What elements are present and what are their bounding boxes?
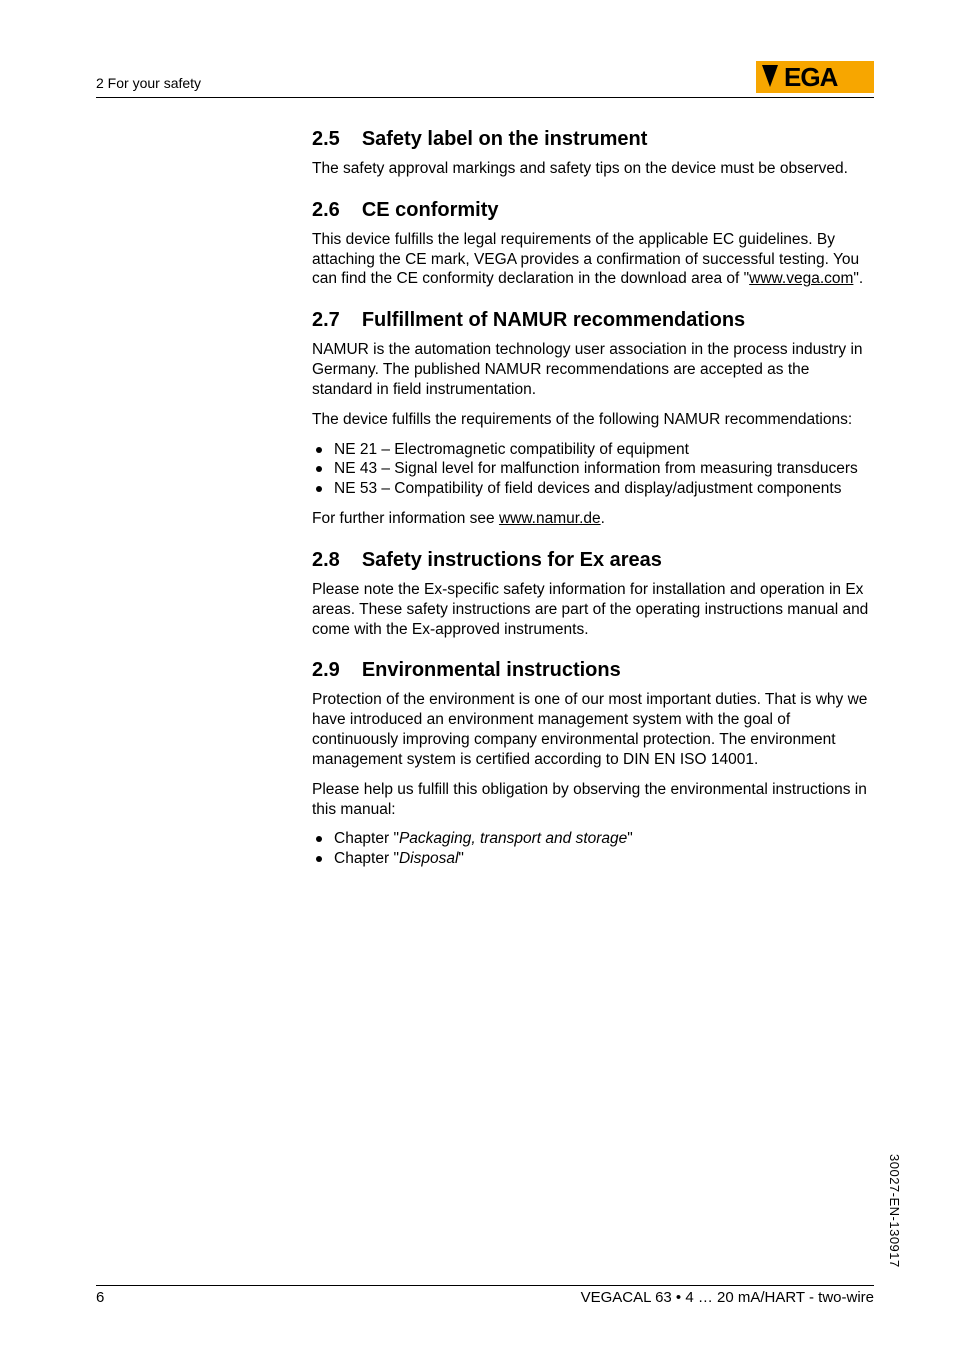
heading-num: 2.5 (312, 128, 340, 151)
heading-2-8: 2.8 Safety instructions for Ex areas (312, 549, 874, 572)
heading-title: CE conformity (362, 199, 499, 221)
list-item: Chapter "Disposal" (312, 849, 874, 869)
list-item: NE 53 – Compatibility of field devices a… (312, 479, 874, 499)
para: Please help us fulfill this obligation b… (312, 780, 874, 820)
vega-logo: EGA (756, 61, 874, 93)
para: NAMUR is the automation technology user … (312, 340, 874, 399)
heading-num: 2.6 (312, 199, 340, 222)
heading-2-5: 2.5 Safety label on the instrument (312, 128, 874, 151)
bullet-list: Chapter "Packaging, transport and storag… (312, 829, 874, 869)
para: Please note the Ex-specific safety infor… (312, 580, 874, 639)
list-item: NE 43 – Signal level for malfunction inf… (312, 459, 874, 479)
heading-num: 2.8 (312, 549, 340, 572)
heading-2-7: 2.7 Fulfillment of NAMUR recommendations (312, 309, 874, 332)
heading-title: Safety instructions for Ex areas (362, 549, 662, 571)
list-item: Chapter "Packaging, transport and storag… (312, 829, 874, 849)
heading-num: 2.7 (312, 309, 340, 332)
bullet-list: NE 21 – Electromagnetic compatibility of… (312, 440, 874, 499)
heading-num: 2.9 (312, 659, 340, 682)
para: Protection of the environment is one of … (312, 690, 874, 769)
heading-2-6: 2.6 CE conformity (312, 199, 874, 222)
para: This device fulfills the legal requireme… (312, 230, 874, 289)
main-content: 2.5 Safety label on the instrument The sa… (312, 128, 874, 869)
header-section-label: 2 For your safety (96, 75, 201, 93)
list-item: NE 21 – Electromagnetic compatibility of… (312, 440, 874, 460)
heading-2-9: 2.9 Environmental instructions (312, 659, 874, 682)
heading-title: Environmental instructions (362, 659, 621, 681)
para: The device fulfills the requirements of … (312, 410, 874, 430)
para: The safety approval markings and safety … (312, 159, 874, 179)
page-header: 2 For your safety EGA (96, 58, 874, 98)
para: For further information see www.namur.de… (312, 509, 874, 529)
heading-title: Fulfillment of NAMUR recommendations (362, 309, 745, 331)
document-side-code: 30027-EN-130917 (887, 1154, 902, 1268)
page-footer: 6 VEGACAL 63 • 4 … 20 mA/HART - two-wire (96, 1285, 874, 1306)
heading-title: Safety label on the instrument (362, 128, 648, 150)
page-number: 6 (96, 1289, 104, 1306)
svg-text:EGA: EGA (784, 62, 839, 92)
footer-doc-title: VEGACAL 63 • 4 … 20 mA/HART - two-wire (581, 1289, 874, 1306)
